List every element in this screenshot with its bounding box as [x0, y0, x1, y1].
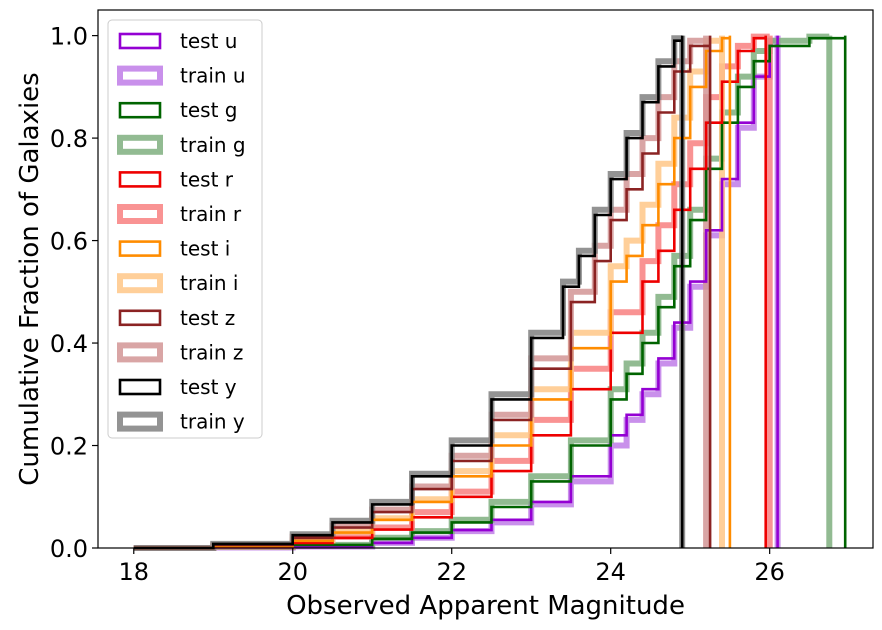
- legend-label: test i: [180, 237, 230, 261]
- legend-item: test y: [118, 375, 237, 399]
- legend-item: test i: [118, 237, 230, 261]
- x-tick-label: 20: [277, 558, 308, 586]
- y-tick-label: 0.2: [50, 433, 88, 461]
- series-test-g-line: [133, 35, 847, 550]
- legend-label: test u: [180, 29, 237, 53]
- legend-label: test g: [180, 98, 237, 122]
- y-tick-label: 0.4: [50, 330, 88, 358]
- legend-swatch: [117, 204, 163, 224]
- legend-label: train i: [180, 271, 238, 295]
- legend-label: test y: [180, 375, 237, 399]
- legend-item: test u: [118, 29, 237, 53]
- y-tick-label: 0.0: [50, 535, 88, 563]
- legend-label: train g: [180, 133, 246, 157]
- legend: test u train u test g train g test r train r t…: [107, 19, 263, 439]
- legend-label: train r: [180, 202, 242, 226]
- x-axis-label: Observed Apparent Magnitude: [286, 591, 685, 621]
- x-tick-label: 22: [436, 558, 467, 586]
- legend-label: train u: [180, 64, 246, 88]
- y-tick-label: 1.0: [50, 23, 88, 51]
- legend-swatch: [118, 378, 162, 396]
- legend-swatch: [117, 134, 163, 155]
- y-tick-label: 0.6: [50, 228, 88, 256]
- legend-label: test r: [180, 167, 234, 191]
- legend-item: train r: [117, 202, 242, 226]
- legend-swatch: [118, 309, 162, 327]
- series-test-u-line: [133, 35, 779, 550]
- legend-swatch: [117, 342, 163, 363]
- legend-swatch: [117, 411, 163, 432]
- legend-swatch: [117, 273, 163, 294]
- legend-item: test g: [118, 98, 237, 122]
- series-layer: [133, 33, 847, 551]
- y-axis-label: Cumulative Fraction of Galaxies: [15, 72, 45, 485]
- legend-item: train i: [117, 271, 238, 295]
- legend-label: train z: [180, 340, 243, 364]
- legend-swatch: [118, 171, 162, 188]
- legend-box: [107, 19, 263, 439]
- axes: 18 20 22 24 26 0.0 0.2 0.4 0.6 0.8 1.0: [50, 23, 785, 586]
- legend-item: train z: [117, 340, 243, 364]
- legend-item: train y: [117, 410, 245, 434]
- series-test-i-line: [133, 35, 732, 550]
- legend-item: train g: [117, 133, 246, 157]
- legend-label: test z: [180, 306, 235, 330]
- y-tick-label: 0.8: [50, 125, 88, 153]
- x-tick-label: 24: [595, 558, 626, 586]
- x-tick-label: 26: [754, 558, 785, 586]
- legend-swatch: [118, 32, 162, 50]
- legend-swatch: [118, 240, 162, 257]
- legend-item: train u: [117, 64, 246, 88]
- legend-label: train y: [180, 410, 245, 434]
- legend-swatch: [118, 101, 162, 119]
- x-tick-label: 18: [118, 558, 149, 586]
- legend-item: test r: [118, 167, 234, 191]
- legend-swatch: [117, 65, 163, 86]
- legend-item: test z: [118, 306, 235, 330]
- series-test-y-line: [133, 35, 684, 550]
- plot-area-frame: [97, 9, 874, 549]
